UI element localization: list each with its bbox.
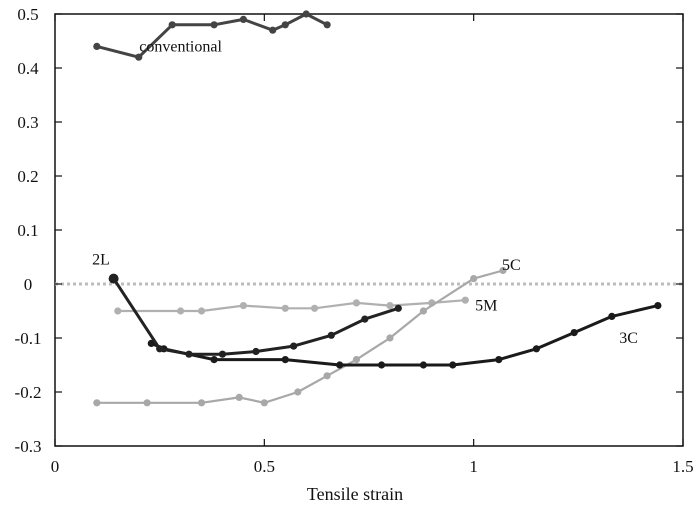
y-tick-label: 0.4 <box>17 59 39 78</box>
series-line <box>117 299 466 313</box>
data-point <box>210 21 218 29</box>
data-point <box>419 361 428 369</box>
data-point <box>499 266 507 275</box>
data-point <box>654 302 662 310</box>
data-point <box>281 356 289 364</box>
data-point <box>394 304 402 312</box>
series-5m <box>114 296 469 315</box>
data-point <box>177 307 185 315</box>
y-axis: 0.5 0.4 0.3 0.2 0.1 0 -0.1 -0.2 -0.3 <box>15 5 683 456</box>
data-point <box>386 334 394 342</box>
data-point <box>377 361 386 369</box>
data-point <box>336 361 344 369</box>
series-layer <box>93 10 662 407</box>
x-axis: 0 0.5 1 1.5 <box>51 14 694 476</box>
x-tick-label: 1.5 <box>672 457 693 476</box>
data-point <box>290 342 298 350</box>
data-point <box>239 302 247 310</box>
data-point <box>495 356 503 364</box>
series-label-3c: 3C <box>619 330 638 347</box>
data-point <box>93 42 101 51</box>
x-axis-title: Tensile strain <box>307 484 403 504</box>
series-5c <box>93 266 507 407</box>
series-label-5m: 5M <box>475 298 497 315</box>
data-point <box>352 356 361 364</box>
y-tick-label: 0.3 <box>17 113 38 132</box>
data-point <box>361 315 369 323</box>
data-point <box>294 388 302 396</box>
plot-frame <box>54 13 684 447</box>
data-point <box>135 53 143 61</box>
data-point <box>310 304 319 312</box>
data-point <box>470 275 478 283</box>
data-point <box>197 399 206 407</box>
y-tick-label: 0 <box>24 275 33 294</box>
data-point <box>143 399 151 407</box>
data-point <box>147 339 155 347</box>
data-point <box>197 307 206 315</box>
data-point <box>323 21 331 29</box>
data-point <box>168 21 176 29</box>
data-point <box>327 331 335 339</box>
data-point <box>302 10 310 18</box>
data-point <box>570 329 578 337</box>
y-tick-label: -0.1 <box>15 329 42 348</box>
data-point <box>156 345 164 353</box>
y-tick-label: -0.3 <box>15 437 42 456</box>
x-tick-label: 0 <box>51 457 60 476</box>
series-label-5c: 5C <box>502 257 521 274</box>
y-tick-label: -0.2 <box>15 383 42 402</box>
y-tick-label: 0.2 <box>17 167 38 186</box>
data-point <box>260 399 268 407</box>
y-tick-label: 0.1 <box>17 221 38 240</box>
data-point <box>235 393 243 401</box>
data-point <box>239 15 247 23</box>
series-conventional <box>93 10 331 61</box>
x-tick-label: 1 <box>469 457 478 476</box>
data-point <box>608 312 616 320</box>
data-point <box>281 304 289 312</box>
series-label-conventional: conventional <box>139 38 222 55</box>
data-point <box>93 399 101 407</box>
data-point <box>449 361 457 369</box>
data-point <box>352 299 361 307</box>
data-point <box>532 345 541 353</box>
series-labels: conventional 2L 5C 5M 3C <box>92 38 638 347</box>
data-point <box>210 356 218 364</box>
series-line <box>96 269 504 404</box>
data-point <box>185 350 193 358</box>
data-point <box>281 21 289 29</box>
data-point <box>323 372 331 380</box>
data-point <box>269 26 277 34</box>
x-tick-label: 0.5 <box>254 457 275 476</box>
series-2l <box>108 273 402 358</box>
series-label-2l: 2L <box>92 252 110 269</box>
data-point <box>108 273 119 284</box>
data-point <box>252 347 260 356</box>
data-point <box>218 350 227 358</box>
y-tick-label: 0.5 <box>17 5 38 24</box>
data-point <box>461 296 469 304</box>
data-point <box>114 307 122 315</box>
data-point <box>386 302 394 310</box>
data-point <box>419 307 428 315</box>
